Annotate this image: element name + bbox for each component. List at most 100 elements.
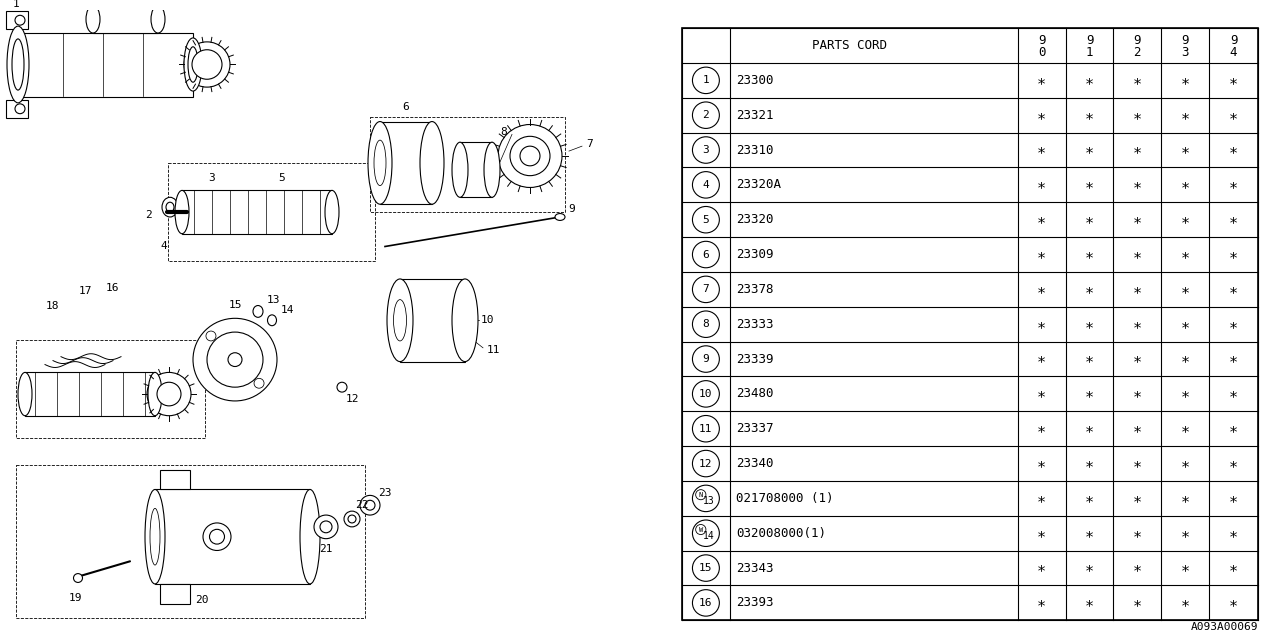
- Text: 23: 23: [379, 488, 392, 499]
- Ellipse shape: [314, 515, 338, 539]
- Text: ∗: ∗: [1085, 212, 1094, 227]
- Text: 6: 6: [703, 250, 709, 260]
- Ellipse shape: [86, 6, 100, 33]
- Text: ∗: ∗: [1037, 108, 1046, 123]
- Ellipse shape: [206, 331, 216, 341]
- Text: 12: 12: [346, 394, 358, 404]
- Ellipse shape: [228, 353, 242, 367]
- Text: ∗: ∗: [1037, 282, 1046, 297]
- Text: ∗: ∗: [1037, 317, 1046, 332]
- Text: ∗: ∗: [1229, 595, 1238, 611]
- Text: 22: 22: [356, 500, 369, 510]
- Text: 0: 0: [1038, 46, 1046, 59]
- Text: ∗: ∗: [1180, 317, 1189, 332]
- Text: 23320A: 23320A: [736, 179, 781, 191]
- Text: ∗: ∗: [1180, 282, 1189, 297]
- Text: 16: 16: [105, 283, 119, 293]
- Text: 13: 13: [703, 496, 714, 506]
- Ellipse shape: [163, 197, 178, 217]
- Text: 23337: 23337: [736, 422, 773, 435]
- Ellipse shape: [145, 490, 165, 584]
- Text: ∗: ∗: [1085, 387, 1094, 401]
- Ellipse shape: [253, 305, 262, 317]
- Text: ∗: ∗: [1229, 143, 1238, 157]
- Text: 9: 9: [1181, 34, 1189, 47]
- Text: 6: 6: [403, 102, 410, 112]
- Ellipse shape: [188, 47, 198, 82]
- Text: 15: 15: [699, 563, 713, 573]
- Text: 23340: 23340: [736, 457, 773, 470]
- Bar: [399, 279, 465, 362]
- Text: ∗: ∗: [1085, 595, 1094, 611]
- Ellipse shape: [151, 6, 165, 33]
- Text: ∗: ∗: [1037, 143, 1046, 157]
- Ellipse shape: [369, 122, 392, 204]
- Text: ∗: ∗: [1229, 108, 1238, 123]
- Ellipse shape: [393, 300, 407, 341]
- Text: ∗: ∗: [1133, 177, 1142, 193]
- Text: 23320: 23320: [736, 213, 773, 226]
- Text: ∗: ∗: [1180, 212, 1189, 227]
- Text: ∗: ∗: [1180, 351, 1189, 367]
- Bar: [18, 33, 193, 97]
- Text: 11: 11: [486, 345, 499, 355]
- Bar: [93, 6, 157, 33]
- Ellipse shape: [210, 529, 224, 544]
- Ellipse shape: [484, 142, 500, 197]
- Ellipse shape: [374, 140, 387, 186]
- Text: ∗: ∗: [1085, 491, 1094, 506]
- Ellipse shape: [520, 146, 540, 166]
- Text: ∗: ∗: [1085, 525, 1094, 541]
- Ellipse shape: [18, 372, 32, 416]
- Text: 7: 7: [586, 139, 594, 149]
- Ellipse shape: [193, 318, 276, 401]
- Bar: [460, 142, 492, 197]
- Text: 19: 19: [68, 593, 82, 603]
- Text: ∗: ∗: [1229, 73, 1238, 88]
- Text: 3: 3: [209, 173, 215, 182]
- Text: ∗: ∗: [1133, 317, 1142, 332]
- Text: 9: 9: [1038, 34, 1046, 47]
- Ellipse shape: [344, 511, 360, 527]
- Text: ∗: ∗: [1180, 456, 1189, 471]
- Ellipse shape: [556, 214, 564, 220]
- Text: ∗: ∗: [1085, 282, 1094, 297]
- Text: ∗: ∗: [1229, 282, 1238, 297]
- Ellipse shape: [73, 573, 82, 582]
- Ellipse shape: [6, 26, 29, 103]
- Bar: [6, 12, 28, 29]
- Text: ∗: ∗: [1180, 525, 1189, 541]
- Text: 17: 17: [78, 286, 92, 296]
- Text: ∗: ∗: [1133, 282, 1142, 297]
- Ellipse shape: [387, 279, 413, 362]
- Text: ∗: ∗: [1229, 491, 1238, 506]
- Text: ∗: ∗: [1133, 247, 1142, 262]
- Text: PARTS CORD: PARTS CORD: [813, 39, 887, 52]
- Text: 9: 9: [703, 354, 709, 364]
- Text: 20: 20: [195, 595, 209, 605]
- Ellipse shape: [204, 523, 230, 550]
- Text: ∗: ∗: [1085, 247, 1094, 262]
- Text: ∗: ∗: [1037, 387, 1046, 401]
- Text: 14: 14: [703, 531, 714, 541]
- Text: ∗: ∗: [1085, 177, 1094, 193]
- Text: 9: 9: [1230, 34, 1238, 47]
- Bar: [682, 28, 1258, 620]
- Ellipse shape: [253, 378, 264, 388]
- Bar: [380, 122, 433, 204]
- Text: 1: 1: [703, 76, 709, 85]
- Text: ∗: ∗: [1085, 351, 1094, 367]
- Text: 18: 18: [45, 301, 59, 310]
- Bar: [155, 490, 310, 584]
- Text: ∗: ∗: [1180, 491, 1189, 506]
- Text: ∗: ∗: [1037, 456, 1046, 471]
- Bar: [160, 470, 189, 490]
- Text: 23300: 23300: [736, 74, 773, 87]
- Text: 9: 9: [1085, 34, 1093, 47]
- Text: 8: 8: [500, 127, 507, 138]
- Text: 021708000 (1): 021708000 (1): [736, 492, 833, 505]
- Text: ∗: ∗: [1085, 561, 1094, 575]
- Text: ∗: ∗: [1037, 491, 1046, 506]
- Text: 7: 7: [703, 284, 709, 294]
- Ellipse shape: [509, 136, 550, 175]
